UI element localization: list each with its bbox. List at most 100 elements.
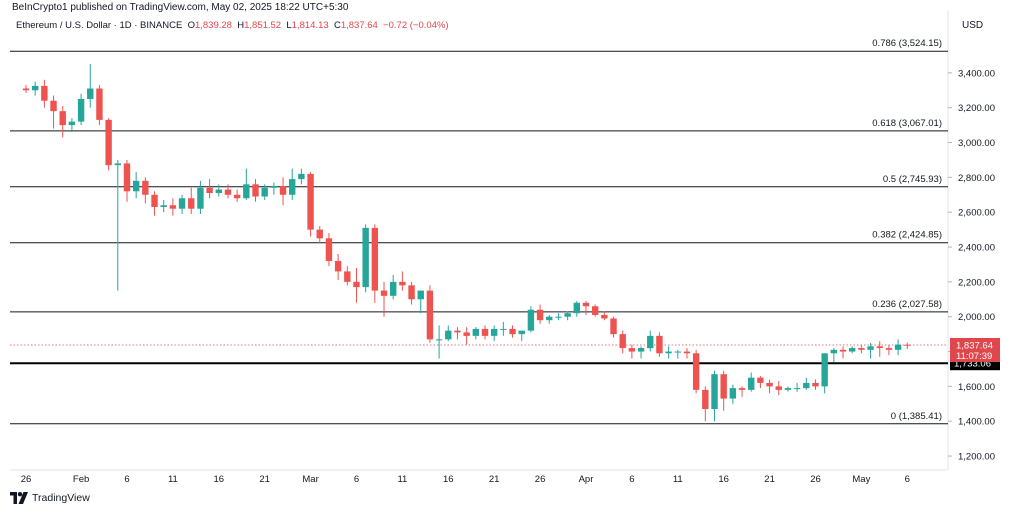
candle-body: [637, 348, 645, 352]
candle: [307, 172, 314, 237]
candle-body: [647, 335, 654, 349]
candle-body: [114, 163, 121, 166]
candle-body: [812, 382, 819, 387]
candle: [252, 179, 259, 202]
y-tick-label: 1,200.00: [958, 452, 995, 463]
candle-body: [665, 351, 672, 354]
candle-body: [766, 382, 773, 387]
candle: [647, 330, 654, 352]
x-tick-label: 11: [673, 474, 683, 485]
candle: [564, 311, 571, 321]
candle-body: [399, 281, 406, 286]
candle: [87, 64, 94, 108]
candle: [206, 179, 213, 199]
current-price-label: 1,837.64: [956, 340, 993, 351]
candle: [123, 159, 131, 202]
candle: [279, 177, 287, 206]
x-tick-label: May: [852, 474, 870, 485]
candle-body: [169, 205, 177, 209]
candle: [77, 93, 85, 126]
candle: [289, 168, 296, 200]
candle: [426, 285, 434, 343]
candle: [178, 194, 186, 214]
candle-body: [803, 382, 810, 389]
candle: [573, 301, 580, 317]
candle-body: [894, 344, 902, 350]
change-value: −0.72 (−0.04%): [383, 20, 449, 31]
candle-body: [279, 186, 287, 195]
candle: [793, 382, 801, 392]
candle: [481, 325, 489, 340]
candle-body: [344, 271, 351, 282]
candle-body: [582, 302, 590, 307]
x-tick-label: Feb: [73, 474, 89, 485]
candle: [738, 386, 746, 397]
candle-body: [674, 351, 681, 353]
candle-body: [243, 184, 250, 199]
candle: [876, 341, 883, 357]
candle: [408, 281, 415, 305]
y-tick-label: 2,600.00: [958, 208, 995, 219]
candle: [463, 327, 470, 345]
publisher-line: BeInCrypto1 published on TradingView.com…: [12, 2, 349, 13]
candle-body: [885, 348, 893, 350]
symbol-ohlc-legend: Ethereum / U.S. Dollar · 1D · BINANCE O1…: [16, 20, 449, 31]
x-tick-label: 21: [489, 474, 500, 485]
candle-body: [224, 189, 232, 195]
low-label: L: [286, 20, 292, 31]
candle: [821, 353, 828, 394]
y-tick-label: 3,400.00: [958, 68, 995, 79]
open-label: O: [187, 20, 195, 31]
candle-body: [408, 285, 415, 300]
candle-body: [87, 88, 94, 99]
candle-body: [490, 328, 498, 336]
candle: [344, 266, 351, 286]
candle-body: [261, 187, 268, 197]
candle-body: [784, 388, 792, 390]
x-tick-label: 11: [168, 474, 178, 485]
x-tick-label: 26: [21, 474, 32, 485]
x-tick-label: 6: [124, 474, 129, 485]
candle-body: [50, 100, 57, 112]
candle: [509, 325, 516, 338]
candle-body: [839, 349, 847, 352]
candle-body: [59, 111, 66, 126]
candle-body: [307, 173, 314, 230]
candle: [31, 81, 39, 96]
candle-body: [435, 339, 443, 341]
candle: [665, 346, 672, 359]
candle-body: [123, 163, 131, 192]
candle-body: [619, 334, 626, 349]
candle-body: [711, 374, 718, 410]
candle: [371, 224, 379, 303]
candle-body: [683, 351, 691, 354]
candle: [628, 344, 636, 359]
candle: [702, 386, 709, 422]
fib-level-label: 0.382 (2,424.85): [872, 230, 942, 241]
fib-level-label: 0.618 (3,067.01): [872, 118, 942, 129]
candle-body: [445, 330, 452, 340]
currency-label[interactable]: USD: [962, 20, 984, 31]
candle: [500, 321, 507, 336]
candle: [353, 267, 360, 303]
candle-body: [536, 309, 544, 321]
candle: [188, 187, 195, 214]
candle: [766, 379, 773, 394]
candle: [812, 379, 819, 390]
candle-body: [233, 194, 241, 199]
candle: [591, 304, 599, 317]
candle: [316, 226, 323, 244]
candle-body: [692, 353, 700, 390]
candle: [151, 191, 158, 216]
candle: [325, 233, 333, 267]
candle: [197, 180, 204, 214]
candle: [334, 254, 342, 281]
candle: [858, 344, 865, 354]
x-tick-label: 26: [535, 474, 546, 485]
tradingview-brand[interactable]: TradingView: [10, 490, 90, 506]
candle-body: [325, 238, 333, 261]
fib-level-label: 0.236 (2,027.58): [872, 299, 942, 310]
candle: [610, 316, 617, 338]
candle: [114, 159, 121, 291]
